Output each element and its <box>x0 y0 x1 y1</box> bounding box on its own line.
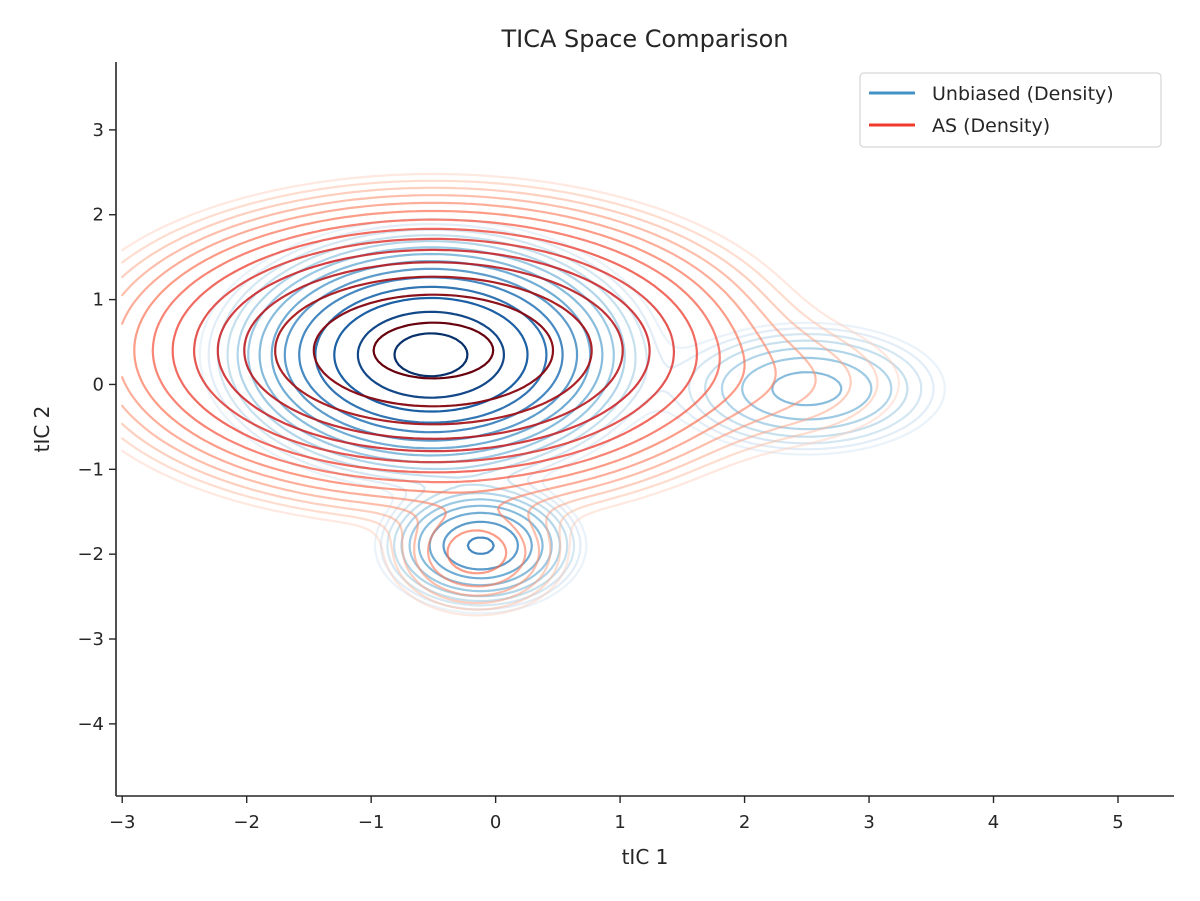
y-tick-label: 1 <box>93 290 104 311</box>
contour-level <box>216 248 651 453</box>
x-axis-label: tIC 1 <box>622 845 669 869</box>
legend-box <box>859 72 1162 148</box>
contour-level <box>274 275 593 426</box>
contour-level <box>298 276 564 555</box>
contour-level <box>226 234 909 603</box>
y-axis-label: tIC 2 <box>30 406 54 453</box>
x-tick-label: −3 <box>109 812 136 833</box>
contour-level <box>356 310 505 399</box>
contour-layer <box>121 172 946 617</box>
x-tick-label: 1 <box>614 812 625 833</box>
contour-level <box>247 246 873 593</box>
chart-title: TICA Space Comparison <box>500 25 788 53</box>
x-tick-label: 3 <box>863 812 874 833</box>
contour-level <box>171 227 698 474</box>
contour-level <box>312 293 555 408</box>
contour-series-1 <box>121 172 900 617</box>
contour-level <box>121 186 852 605</box>
x-tick-label: −2 <box>233 812 260 833</box>
contour-level <box>133 209 746 575</box>
y-tick-label: −2 <box>77 544 104 565</box>
contour-level <box>193 237 675 464</box>
y-tick-label: −4 <box>77 714 104 735</box>
contour-level <box>243 261 624 440</box>
legend-label-as: AS (Density) <box>932 115 1050 137</box>
contour-level <box>333 296 529 413</box>
contour-level <box>372 321 495 380</box>
contour-level <box>121 201 777 588</box>
x-tick-label: −1 <box>358 812 385 833</box>
contour-level <box>121 179 879 611</box>
contour-level <box>151 218 721 484</box>
y-tick-label: −1 <box>77 459 104 480</box>
contour-level <box>393 332 469 378</box>
y-tick-label: 3 <box>93 120 104 141</box>
legend: Unbiased (Density) AS (Density) <box>859 72 1162 148</box>
contour-level <box>121 172 900 617</box>
y-tick-label: 2 <box>93 205 104 226</box>
y-ticks: −4 −3 −2 −1 0 1 2 3 <box>77 120 116 735</box>
y-tick-label: 0 <box>93 374 104 395</box>
x-tick-label: 2 <box>739 812 750 833</box>
contour-level <box>314 285 548 424</box>
x-tick-label: 4 <box>988 812 999 833</box>
contour-level <box>270 260 592 580</box>
y-tick-label: −3 <box>77 629 104 650</box>
legend-label-unbiased: Unbiased (Density) <box>932 83 1114 105</box>
contour-level <box>121 194 817 597</box>
x-tick-label: 0 <box>490 812 501 833</box>
contour-series-0 <box>198 217 946 615</box>
x-tick-label: 5 <box>1112 812 1123 833</box>
x-ticks: −3 −2 −1 0 1 2 3 4 5 <box>109 796 1124 833</box>
